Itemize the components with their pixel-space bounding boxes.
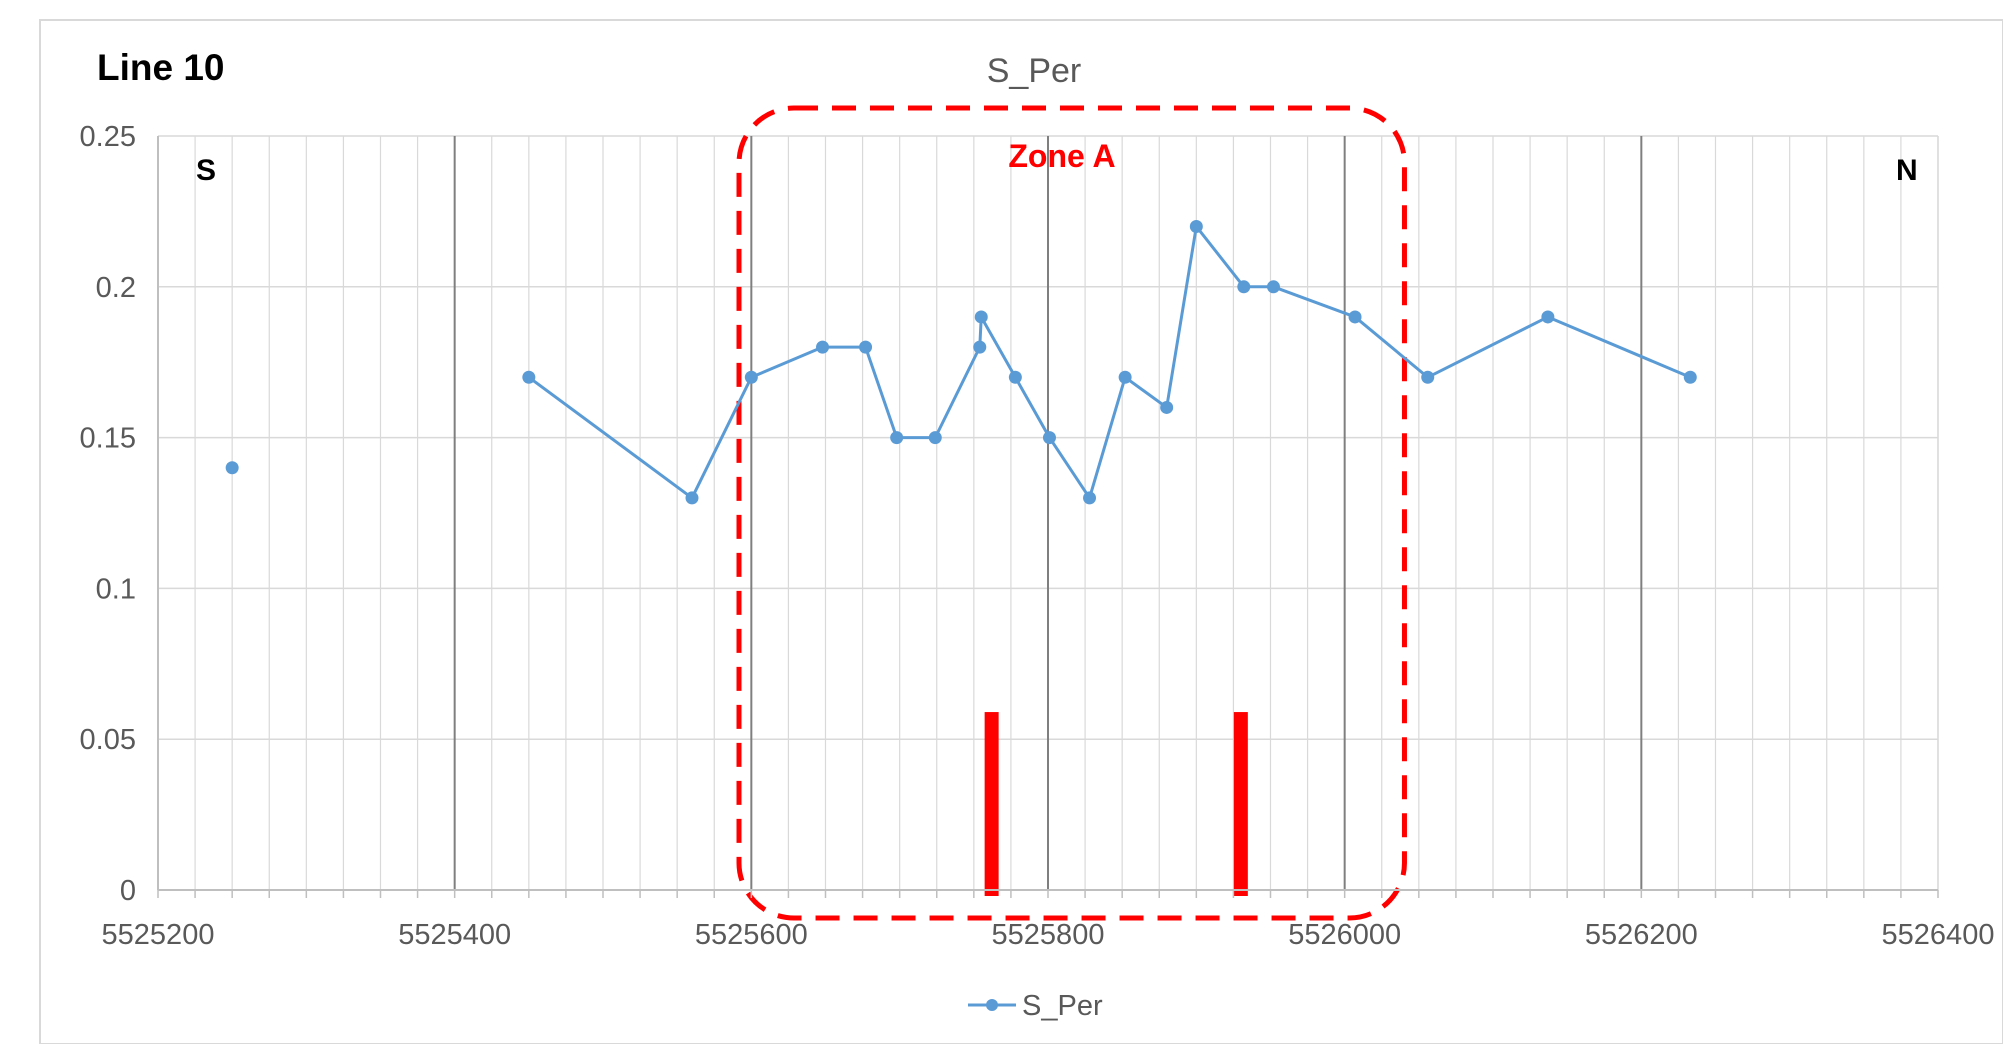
sper-data-point: [1683, 370, 1697, 384]
sper-data-point: [685, 491, 699, 505]
y-tick-label: 0: [120, 875, 136, 907]
sper-data-point: [1042, 431, 1056, 445]
line-label: Line 10: [97, 47, 225, 88]
sper-data-point: [1348, 310, 1362, 324]
sper-data-point: [1160, 400, 1174, 414]
x-tick-label: 5525200: [102, 919, 215, 951]
x-tick-label: 5526200: [1585, 919, 1698, 951]
sper-data-point: [1266, 280, 1280, 294]
sper-data-point: [1541, 310, 1555, 324]
series-layer: [225, 219, 1697, 505]
sper-isolated-point: [225, 461, 239, 475]
x-tick-label: 5525400: [398, 919, 511, 951]
sper-data-point: [1189, 219, 1203, 233]
y-tick-label: 0.1: [96, 573, 136, 605]
sper-data-point: [522, 370, 536, 384]
legend-label: S_Per: [1022, 990, 1103, 1022]
sper-data-point: [1237, 280, 1251, 294]
sper-data-point: [816, 340, 830, 354]
marker-layer: [984, 712, 1248, 896]
legend-marker-icon: [986, 999, 998, 1011]
legend: S_Per: [968, 990, 1103, 1022]
direction-south-label: S: [196, 154, 216, 187]
sper-data-point: [1421, 370, 1435, 384]
x-tick-label: 5525800: [992, 919, 1105, 951]
zone-a-outline: [736, 105, 1407, 921]
sper-data-point: [973, 340, 987, 354]
y-tick-label: 0.15: [80, 423, 136, 455]
sper-data-point: [928, 431, 942, 445]
zone-label: Zone A: [1008, 138, 1115, 174]
sper-data-point: [974, 310, 988, 324]
direction-north-label: N: [1896, 154, 1918, 187]
sper-data-point: [1008, 370, 1022, 384]
y-tick-label: 0.25: [80, 121, 136, 153]
grid-layer: [157, 135, 1939, 890]
sper-data-point: [744, 370, 758, 384]
x-tick-label: 5526000: [1288, 919, 1401, 951]
y-tick-label: 0.2: [96, 272, 136, 304]
axis-layer: 5525200 5525400 5525600 5525800 5526000 55262…: [80, 121, 1995, 951]
zone-layer: [736, 105, 1407, 921]
zone-marker-bar: [1233, 712, 1248, 896]
y-tick-label: 0.05: [80, 724, 136, 756]
sper-data-point: [859, 340, 873, 354]
chart-frame: [39, 19, 2003, 1044]
sper-data-point: [1118, 370, 1132, 384]
zone-marker-bar: [984, 712, 999, 896]
sper-data-point: [1083, 491, 1097, 505]
sper-data-point: [890, 431, 904, 445]
x-tick-label: 5526400: [1882, 919, 1995, 951]
chart-title: S_Per: [987, 52, 1082, 90]
x-tick-label: 5525600: [695, 919, 808, 951]
